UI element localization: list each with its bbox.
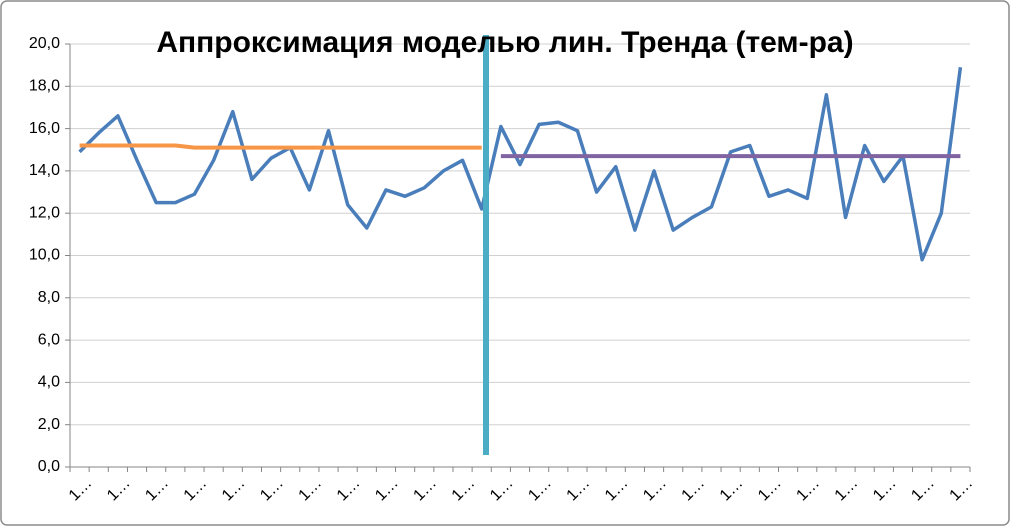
chart-title: Аппроксимация моделью лин. Тренда (тем-р… bbox=[156, 26, 853, 59]
y-tick-label: 18,0 bbox=[29, 78, 60, 95]
y-tick-label: 2,0 bbox=[38, 416, 60, 433]
plot bbox=[78, 67, 963, 262]
series-line bbox=[79, 143, 482, 150]
y-tick-label: 8,0 bbox=[38, 289, 60, 306]
y-tick-label: 20,0 bbox=[29, 35, 60, 52]
y-tick-label: 10,0 bbox=[29, 247, 60, 264]
y-tick-label: 14,0 bbox=[29, 162, 60, 179]
y-tick-label: 6,0 bbox=[38, 331, 60, 348]
y-tick-label: 0,0 bbox=[38, 458, 60, 475]
y-tick-label: 16,0 bbox=[29, 120, 60, 137]
y-tick-label: 4,0 bbox=[38, 374, 60, 391]
series-line bbox=[78, 67, 963, 262]
y-tick-label: 12,0 bbox=[29, 204, 60, 221]
